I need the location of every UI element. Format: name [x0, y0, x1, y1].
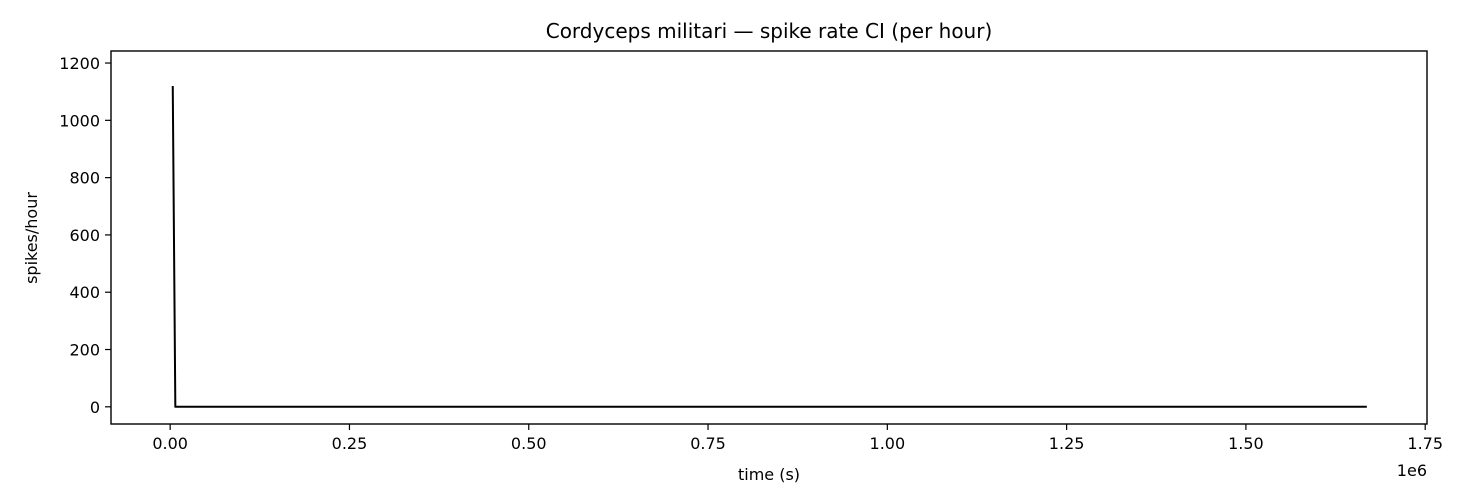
x-tick-label: 0.75 [690, 434, 726, 453]
y-tick-label: 200 [69, 341, 100, 360]
plot-frame [110, 50, 1428, 425]
series-layer [171, 85, 1367, 408]
x-axis-offset-label: 1e6 [1397, 461, 1427, 480]
series-line-0 [171, 85, 1367, 408]
x-axis-label: time (s) [738, 465, 800, 484]
x-tick-label: 1.75 [1407, 434, 1443, 453]
x-axis-ticks: 0.00 0.25 0.50 0.75 1.00 1.25 1.50 1.75 [152, 424, 1443, 453]
y-tick-label: 800 [69, 169, 100, 188]
y-axis-ticks: 0 200 400 600 800 1000 1200 [59, 54, 111, 417]
y-tick-label: 0 [90, 398, 100, 417]
x-tick-label: 1.50 [1228, 434, 1264, 453]
x-tick-label: 0.25 [332, 434, 368, 453]
y-tick-label: 600 [69, 226, 100, 245]
x-tick-label: 1.25 [1049, 434, 1085, 453]
plot-area [110, 50, 1428, 425]
chart-title: Cordyceps militari — spike rate CI (per … [546, 19, 993, 43]
y-tick-label: 1200 [59, 54, 100, 73]
y-tick-label: 1000 [59, 111, 100, 130]
x-tick-label: 1.00 [870, 434, 906, 453]
x-tick-label: 0.50 [511, 434, 547, 453]
x-tick-label: 0.00 [152, 434, 188, 453]
y-axis-label: spikes/hour [22, 192, 41, 284]
y-tick-label: 400 [69, 283, 100, 302]
